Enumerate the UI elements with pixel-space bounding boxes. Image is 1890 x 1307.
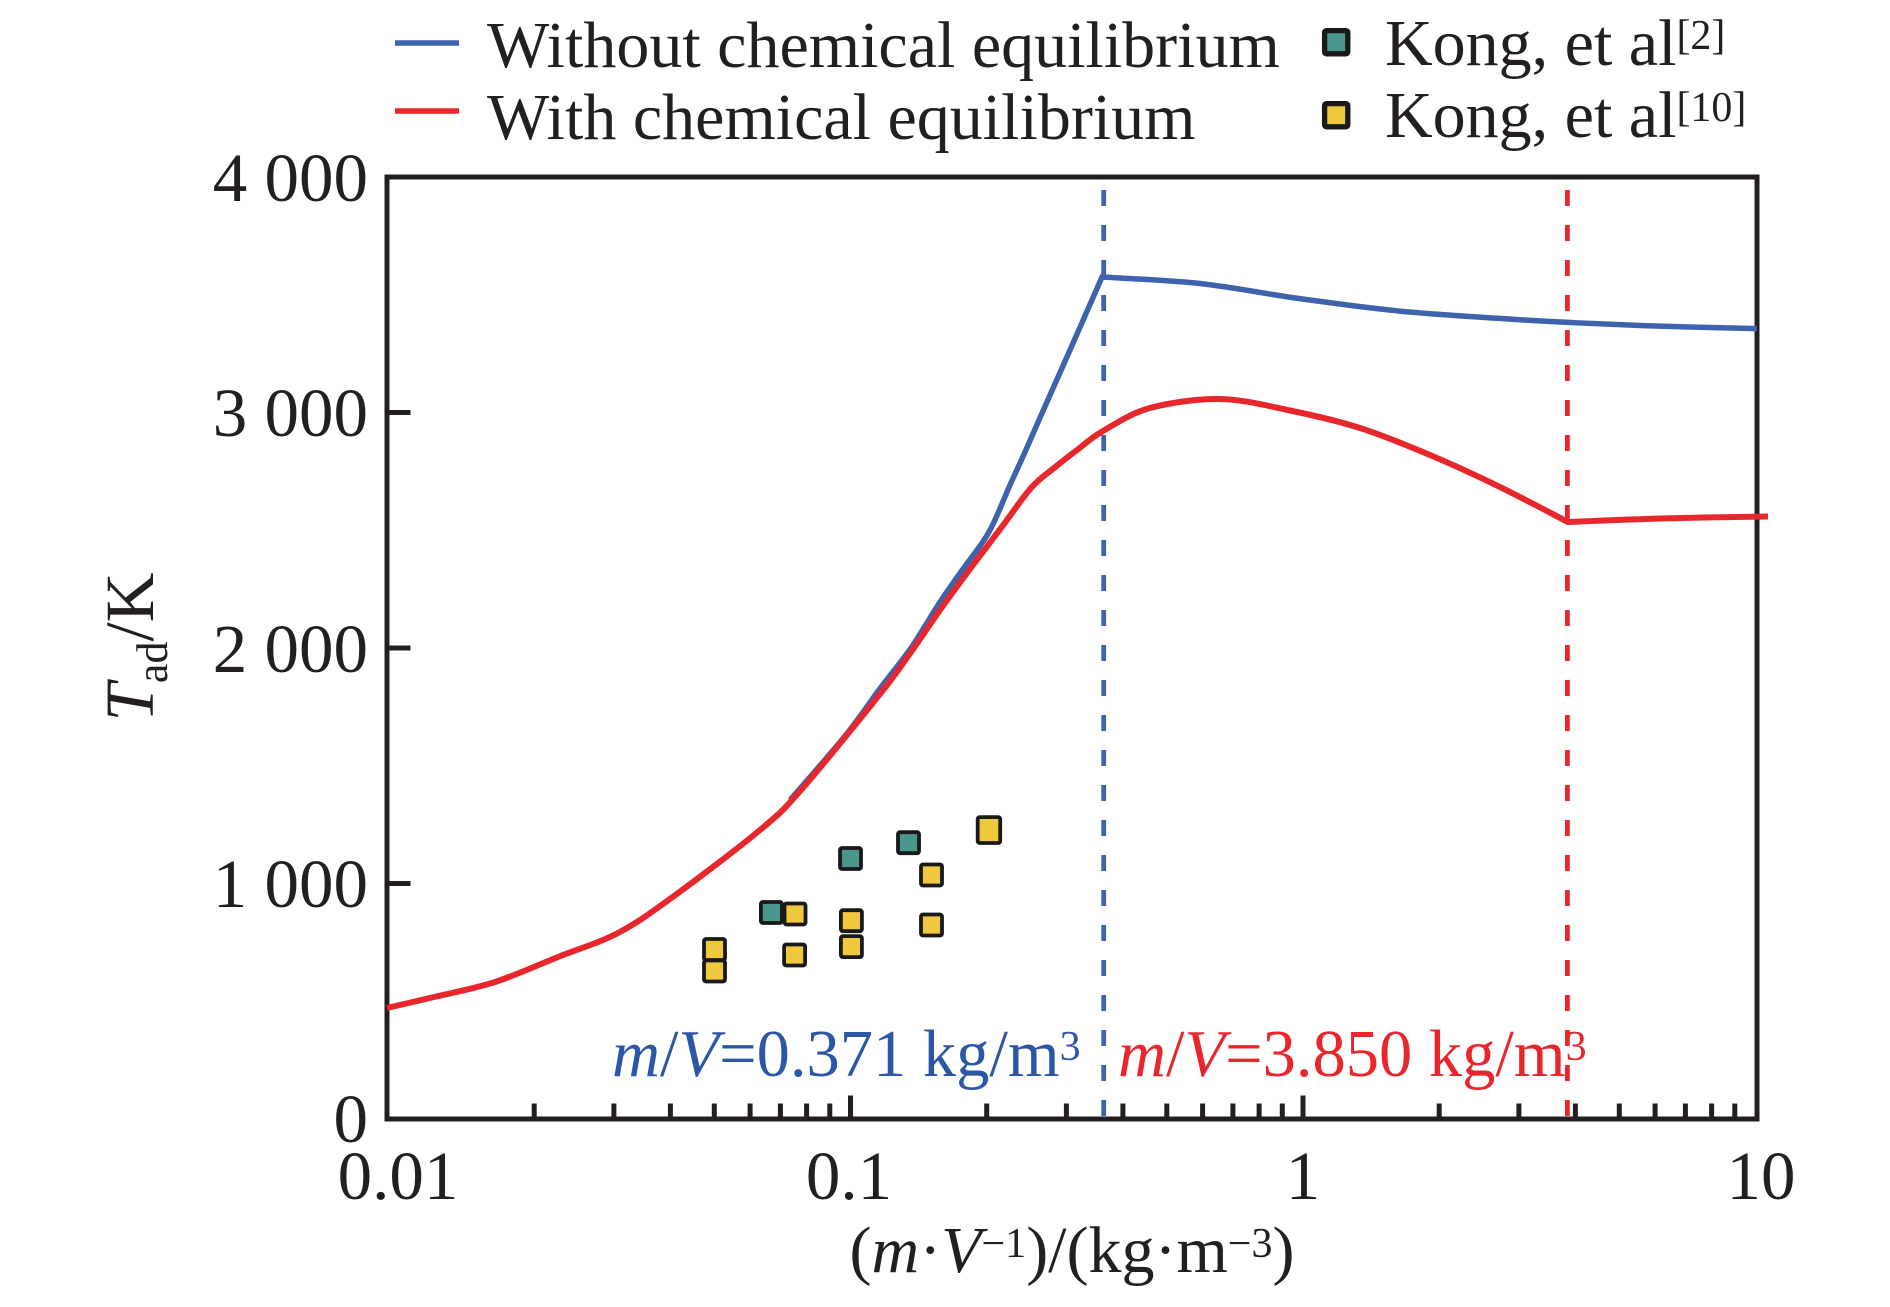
svg-text:0.1: 0.1 <box>806 1138 892 1214</box>
svg-text:Without chemical equilibrium: Without chemical equilibrium <box>487 9 1280 82</box>
svg-text:4 000: 4 000 <box>213 140 368 216</box>
svg-text:1: 1 <box>1286 1138 1321 1214</box>
svg-text:m/V=0.371 kg/m3: m/V=0.371 kg/m3 <box>612 1018 1081 1091</box>
svg-text:10: 10 <box>1727 1138 1796 1214</box>
svg-text:1 000: 1 000 <box>213 846 368 922</box>
svg-text:0: 0 <box>334 1081 369 1157</box>
svg-text:2 000: 2 000 <box>213 611 368 687</box>
svg-text:With chemical equilibrium: With chemical equilibrium <box>487 81 1195 154</box>
svg-text:Kong, et al[2]: Kong, et al[2] <box>1385 7 1725 80</box>
svg-text:m/V=3.850 kg/m3: m/V=3.850 kg/m3 <box>1118 1018 1587 1091</box>
svg-text:0.01: 0.01 <box>338 1138 459 1214</box>
svg-text:3 000: 3 000 <box>213 375 368 451</box>
svg-text:(m·V−1)/(kg·m−3): (m·V−1)/(kg·m−3) <box>850 1214 1295 1287</box>
svg-text:Tad/K: Tad/K <box>92 572 177 721</box>
